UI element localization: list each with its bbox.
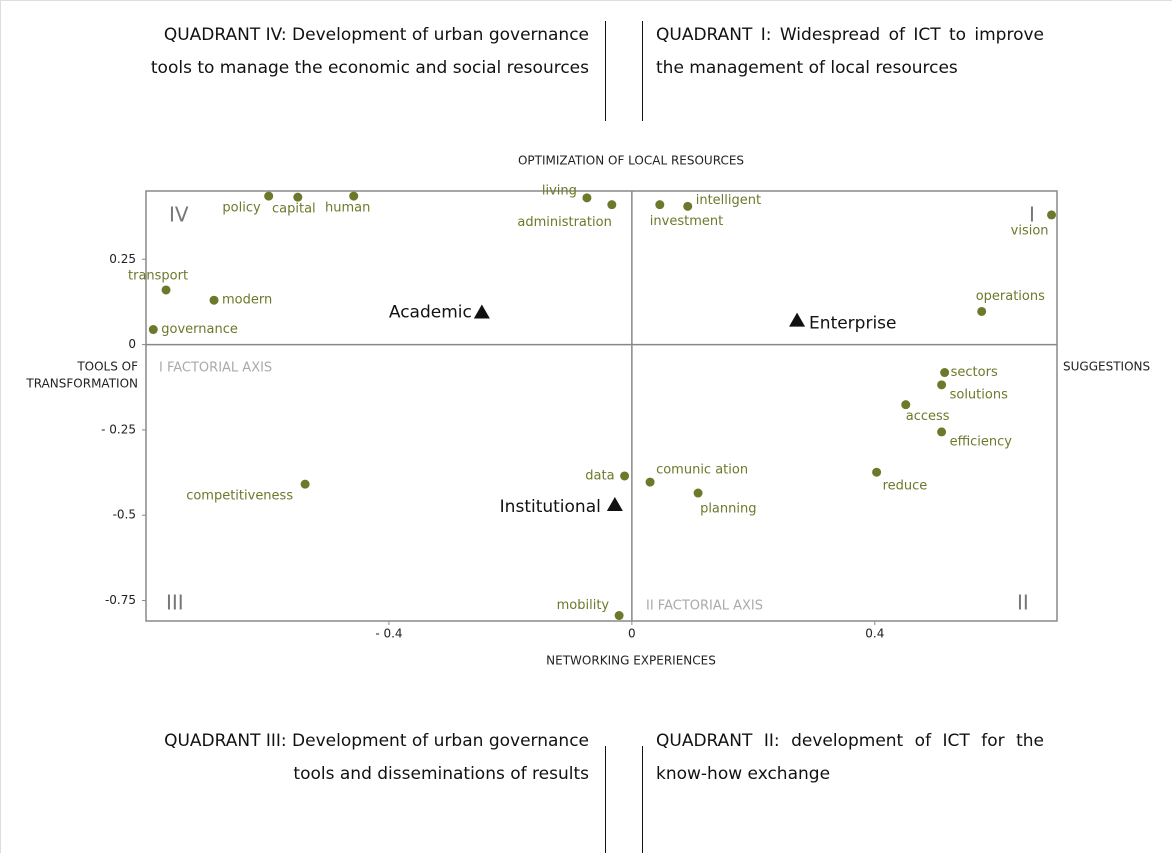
factorial-axis: II FACTORIAL AXIS — [646, 599, 763, 614]
plot-frame — [145, 190, 1058, 622]
point-label: reduce — [883, 479, 928, 494]
point-label: mobility — [557, 598, 610, 613]
word-point — [872, 467, 882, 477]
quadrant-text: QUADRANT I: Widespread of ICT to improve… — [656, 25, 1044, 78]
word-point — [264, 191, 274, 201]
word-point — [614, 611, 624, 621]
quadrant-numeral: IV — [169, 203, 189, 227]
point-label: data — [585, 468, 614, 483]
word-point — [293, 192, 303, 202]
x-tick-label: 0 — [628, 627, 636, 641]
point-label: investment — [650, 214, 723, 229]
axis-title: NETWORKING EXPERIENCES — [546, 654, 716, 668]
y-tick-label: - 0.25 — [101, 422, 136, 436]
quadrant-text: QUADRANT IV: Development of urban govern… — [150, 25, 589, 78]
point-label: access — [906, 409, 950, 424]
y-tick-label: -0.75 — [105, 593, 136, 607]
axis-title: SUGGESTIONS — [1063, 360, 1150, 374]
quadrant-text: QUADRANT II: development of ICT for the … — [656, 731, 1044, 784]
point-label: efficiency — [950, 434, 1013, 449]
quadrant-numeral: III — [166, 591, 184, 615]
point-label: human — [325, 201, 370, 216]
y-tick-label: 0.25 — [109, 252, 136, 266]
point-label: operations — [976, 289, 1045, 304]
word-point — [161, 285, 171, 295]
factorial-axis: I FACTORIAL AXIS — [159, 361, 272, 376]
x-tick-label: 0.4 — [865, 627, 884, 641]
word-point — [300, 479, 310, 489]
word-point — [683, 201, 693, 211]
word-point — [940, 368, 950, 378]
point-label: Enterprise — [809, 314, 896, 334]
y-tick-label: -0.5 — [113, 508, 136, 522]
divider — [605, 21, 606, 121]
quadrant-numeral: I — [1029, 203, 1035, 227]
chart: 0.25 0 - 0.25 -0.5 -0.75 - 0.4 0 0.4 OPTIMIZATIO… — [25, 154, 1150, 668]
y-tick-label: 0 — [128, 337, 136, 351]
word-point — [655, 200, 665, 210]
word-point — [620, 471, 630, 481]
word-point — [209, 295, 219, 305]
point-label: Academic — [389, 302, 472, 322]
x-tick-label: - 0.4 — [375, 627, 402, 641]
quadrant-text: QUADRANT III: Development of urban gover… — [164, 731, 589, 784]
point-label: sectors — [951, 365, 998, 380]
point-label: capital — [272, 202, 316, 217]
axis-title: TRANSFORMATION — [25, 377, 138, 391]
word-point — [1047, 210, 1057, 220]
word-point — [349, 191, 359, 201]
word-point — [645, 477, 655, 487]
word-point — [148, 325, 158, 335]
point-label: comunic ation — [656, 463, 748, 478]
group-marker — [789, 312, 806, 327]
point-label: vision — [1011, 223, 1049, 238]
word-point — [901, 400, 911, 410]
point-label: administration — [517, 215, 611, 230]
point-label: policy — [222, 201, 261, 216]
axis-title: OPTIMIZATION OF LOCAL RESOURCES — [518, 154, 744, 168]
point-label: transport — [128, 268, 188, 283]
word-point — [582, 193, 592, 203]
divider — [642, 746, 643, 853]
word-point — [937, 427, 947, 437]
point-label: Institutional — [500, 497, 601, 517]
point-label: modern — [222, 293, 272, 308]
point-label: governance — [161, 322, 238, 337]
word-point — [607, 200, 617, 210]
divider — [605, 746, 606, 853]
word-point — [693, 488, 703, 498]
point-label: competitiveness — [186, 489, 293, 504]
group-marker — [606, 496, 623, 511]
point-label: intelligent — [696, 193, 761, 208]
axis-title: TOOLS OF — [76, 360, 138, 374]
point-label: planning — [700, 502, 756, 517]
group-marker — [473, 304, 490, 319]
point-label: solutions — [950, 387, 1008, 402]
point-label: living — [542, 183, 577, 198]
word-point — [937, 380, 947, 390]
word-point — [977, 306, 987, 316]
divider — [642, 21, 643, 121]
quadrant-numeral: II — [1017, 591, 1029, 615]
